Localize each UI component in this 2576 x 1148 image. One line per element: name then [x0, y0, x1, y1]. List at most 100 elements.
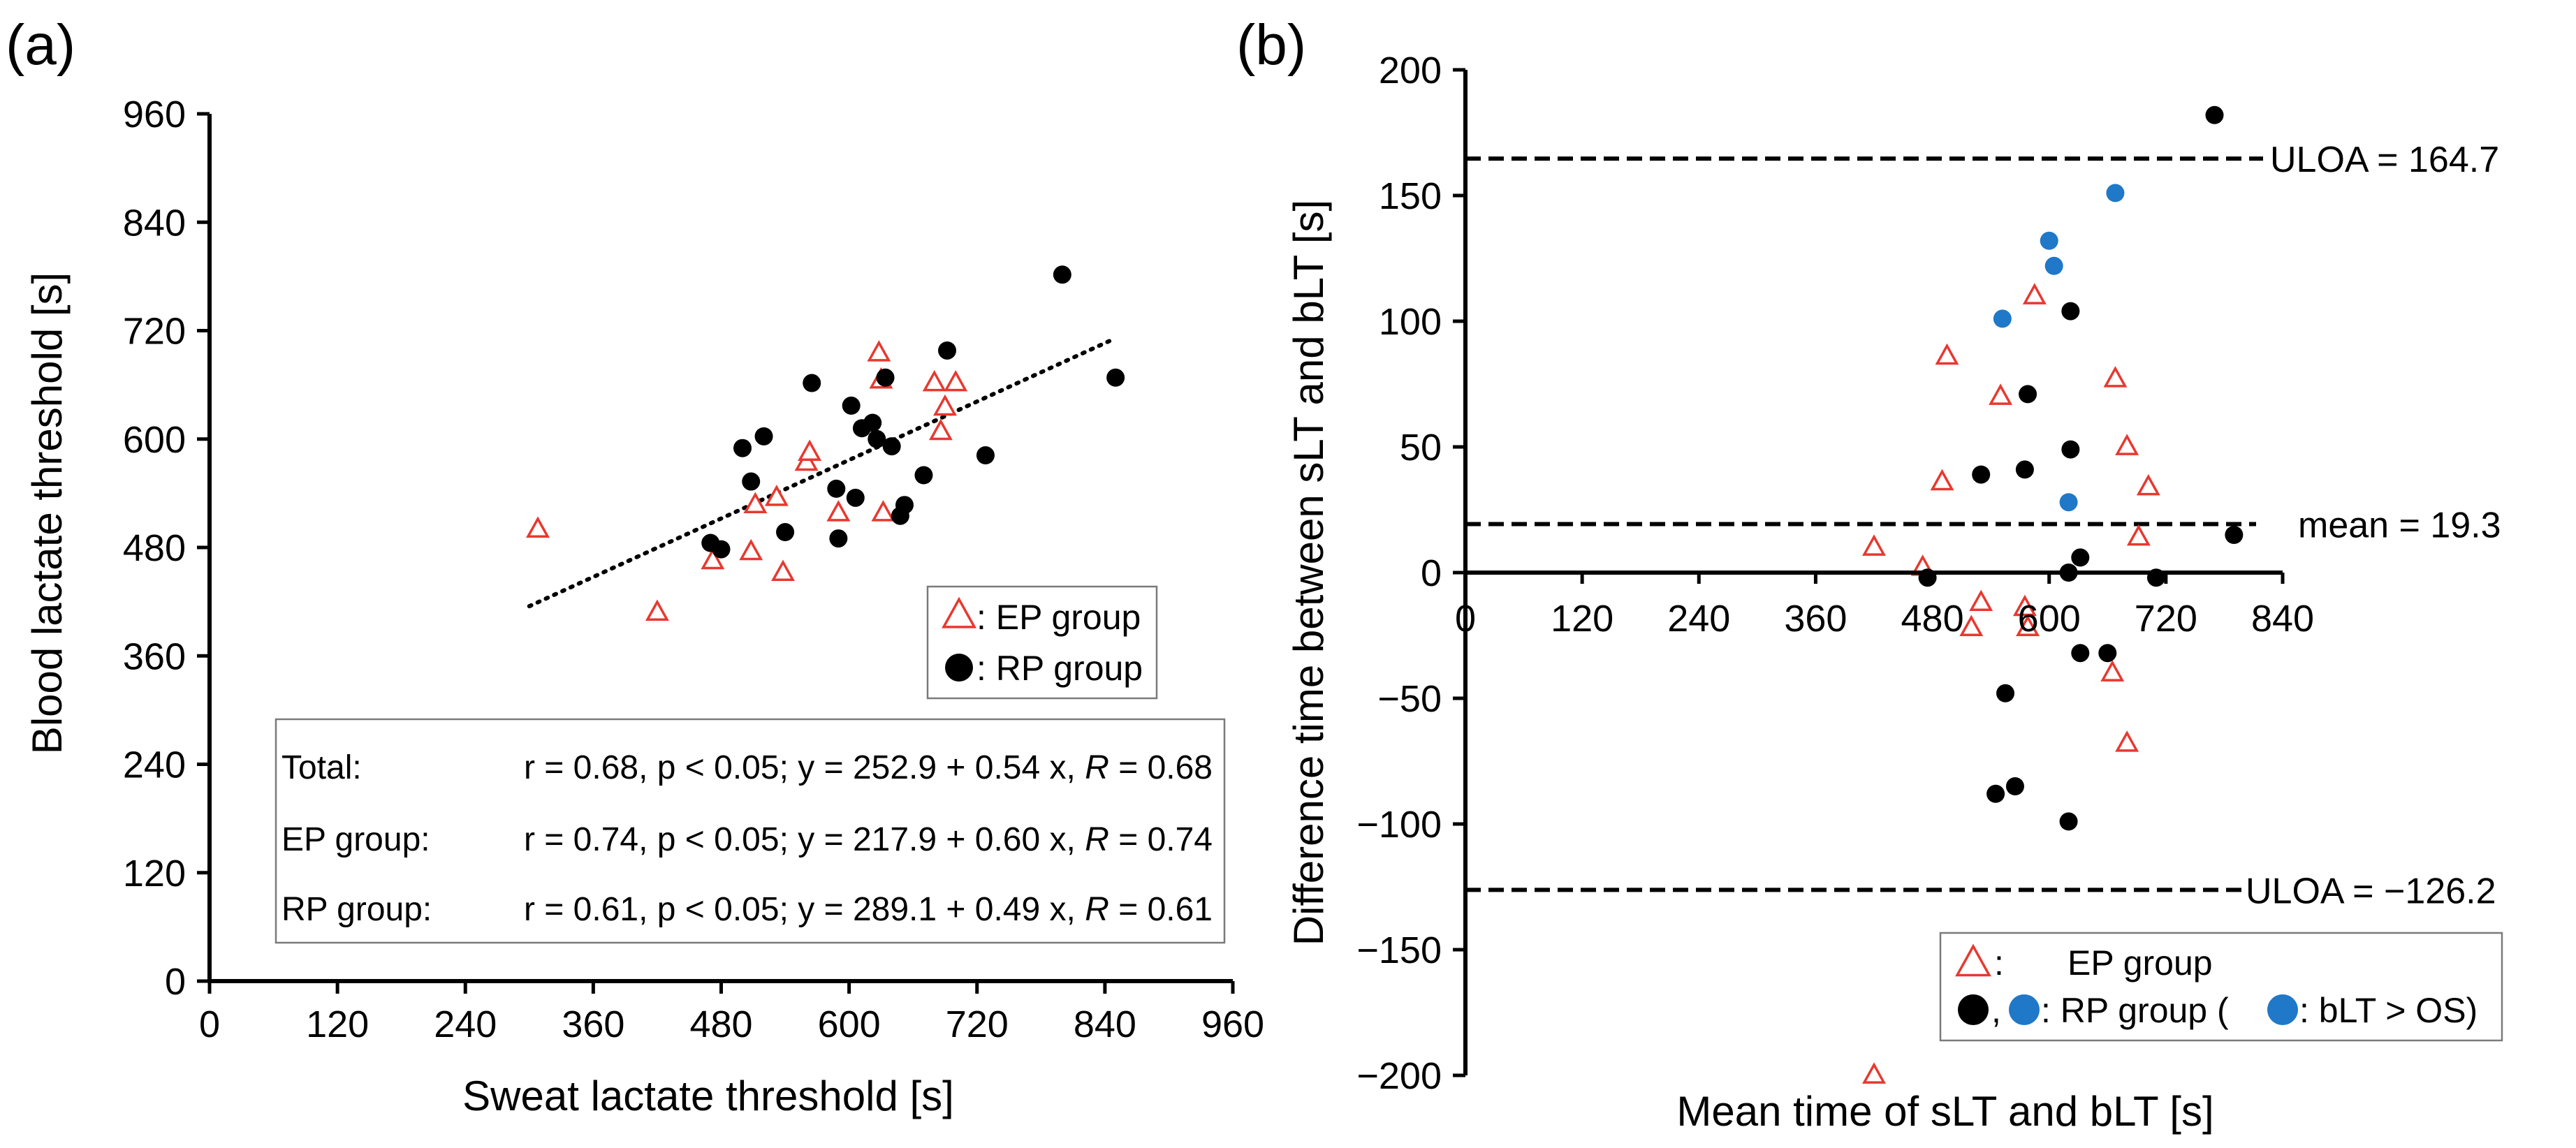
- panel-b-y-tick-label: 0: [1421, 552, 1442, 594]
- ep-group-point: [2136, 473, 2160, 496]
- rp-group-point: [863, 413, 882, 432]
- panel-a-y-tick-label: 120: [123, 853, 186, 895]
- panel-b-y-tick-label: −150: [1356, 929, 1442, 971]
- ep-group-point: [1930, 469, 1954, 491]
- rp-group-point: [2071, 644, 2090, 663]
- panel-b-axes: [1453, 68, 2285, 1077]
- reference-line-label: ULOA = 164.7: [2270, 140, 2499, 180]
- stats-row-R-value: = 0.68: [1109, 749, 1213, 786]
- panel-a-x-tick-label: 480: [689, 1003, 752, 1045]
- ep-group-point: [2012, 594, 2037, 617]
- ep-group-point: [2115, 434, 2139, 455]
- ep-group-point: [1959, 615, 1984, 637]
- panel-b-data-points: [1862, 105, 2244, 1084]
- panel-a-x-tick-label: 600: [818, 1003, 881, 1045]
- panel-a-legend: : EP group : RP group: [926, 585, 1158, 700]
- panel-a-y-axis-title: Blood lactate threshold [s]: [24, 272, 71, 754]
- panel-b-x-tick-label: 240: [1667, 598, 1730, 640]
- legend-rp-label: : RP group: [976, 649, 1143, 688]
- panel-a-x-tick-label: 960: [1201, 1003, 1264, 1045]
- panel-a-trendline: [527, 337, 1115, 609]
- panel-a-y-tick-label: 720: [123, 311, 186, 353]
- panel-b-reference-lines: ULOA = 164.7 mean = 19.3 ULOA = −126.2: [1465, 140, 2501, 911]
- rp-group-point: [2225, 526, 2244, 544]
- panel-b-y-tick-label: 150: [1379, 175, 1442, 217]
- ep-group-point: [2016, 615, 2040, 637]
- rp-group-point: [803, 374, 821, 392]
- ep-group-point: [1862, 534, 1886, 556]
- rp-blt-over-os-point: [2106, 184, 2125, 203]
- stats-row-equation: r = 0.61, p < 0.05; y = 289.1 + 0.49 x,: [524, 891, 1085, 928]
- legend-rp-label: : RP group (: [2041, 991, 2229, 1030]
- rp-group-point: [1972, 465, 1991, 484]
- rp-group-point: [712, 540, 731, 559]
- stats-row-R-value: = 0.61: [1109, 891, 1213, 928]
- panel-a-stats-box-frame: [275, 718, 1226, 944]
- panel-a-scatter-chart: (a) 0 120 240 360 480 600 720 840 960 0 120 240 360 4…: [6, 13, 1264, 1119]
- rp-group-point: [776, 523, 795, 542]
- panel-b-tick-labels: 0 120 240 360 480 600 720 840 −200 −150 −100 −50 0 50…: [1356, 50, 2314, 1097]
- legend-ep-colon: :: [1994, 943, 2004, 983]
- panel-b-y-tick-label: 100: [1379, 301, 1442, 343]
- stats-row-values: r = 0.74, p < 0.05; y = 217.9 + 0.60 x, …: [524, 821, 1213, 858]
- ep-group-point: [932, 394, 957, 416]
- rp-group-point: [976, 446, 995, 465]
- rp-blt-over-os-point: [1993, 309, 2012, 328]
- ep-group-point: [1862, 1062, 1886, 1084]
- rp-group-point: [895, 496, 914, 515]
- rp-group-point: [2071, 548, 2090, 567]
- rp-group-point: [938, 341, 957, 360]
- ep-group-point: [798, 439, 822, 461]
- panel-a-y-tick-label: 240: [123, 744, 186, 786]
- legend-rp-circle-marker: [945, 654, 973, 682]
- rp-group-point: [2205, 105, 2224, 124]
- stats-row-label: Total:: [281, 749, 362, 786]
- panel-b-x-axis-title: Mean time of sLT and bLT [s]: [1676, 1088, 2213, 1135]
- legend-ep-label: : EP group: [976, 598, 1141, 637]
- rp-group-point: [733, 439, 752, 457]
- panel-b-y-tick-label: −200: [1356, 1055, 1442, 1097]
- stats-row-R-symbol: R: [1085, 891, 1109, 928]
- ep-group-point: [2022, 283, 2047, 304]
- panel-b-x-tick-label: 720: [2135, 598, 2197, 640]
- panel-a-x-tick-label: 0: [199, 1003, 220, 1045]
- rp-group-point: [829, 529, 848, 548]
- reference-line-label: mean = 19.3: [2298, 506, 2501, 546]
- panel-a-stats-box: Total: r = 0.68, p < 0.05; y = 252.9 + 0.…: [275, 718, 1226, 944]
- panel-a-y-tick-label: 600: [123, 419, 186, 461]
- legend-ep-triangle-marker: [942, 596, 976, 628]
- panel-b-x-tick-label: 0: [1455, 598, 1476, 640]
- panel-a-x-tick-label: 840: [1074, 1003, 1136, 1045]
- rp-group-point: [868, 429, 886, 448]
- rp-blt-over-os-point: [2040, 231, 2058, 250]
- rp-group-point: [2019, 385, 2037, 404]
- panel-a-x-tick-label: 120: [306, 1003, 369, 1045]
- stats-row-label: RP group:: [281, 891, 432, 928]
- panel-b-x-tick-label: 600: [2018, 598, 2081, 640]
- ep-group-point: [871, 500, 895, 522]
- rp-group-point: [2098, 644, 2117, 663]
- ep-group-point: [826, 500, 851, 522]
- panel-b-y-tick-label: −50: [1377, 678, 1442, 720]
- panel-a-regression-line: [527, 337, 1115, 609]
- panel-a-x-tick-label: 240: [434, 1003, 497, 1045]
- rp-group-point: [1106, 368, 1125, 387]
- ep-group-point: [526, 516, 550, 538]
- rp-group-point: [2061, 440, 2080, 459]
- ep-group-point: [2103, 366, 2128, 388]
- ep-group-point: [739, 538, 763, 561]
- panel-b-legend: : EP group,: RP group (: bLT > OS): [1939, 932, 2503, 1042]
- panel-b-x-tick-label: 120: [1551, 598, 1613, 640]
- legend-rp-black-circle: [1958, 994, 1989, 1025]
- ep-group-point: [645, 599, 669, 621]
- ep-group-point: [2100, 660, 2125, 682]
- rp-group-point: [846, 488, 865, 507]
- ep-group-point: [771, 559, 795, 582]
- panel-a-y-tick-label: 480: [123, 527, 186, 569]
- panel-a-label: (a): [6, 13, 75, 77]
- panel-a-y-tick-label: 960: [123, 94, 186, 135]
- reference-line-label: ULOA = −126.2: [2246, 871, 2496, 911]
- rp-group-point: [2005, 777, 2024, 795]
- rp-group-point: [2061, 302, 2080, 321]
- panel-a-axes: [197, 112, 1235, 994]
